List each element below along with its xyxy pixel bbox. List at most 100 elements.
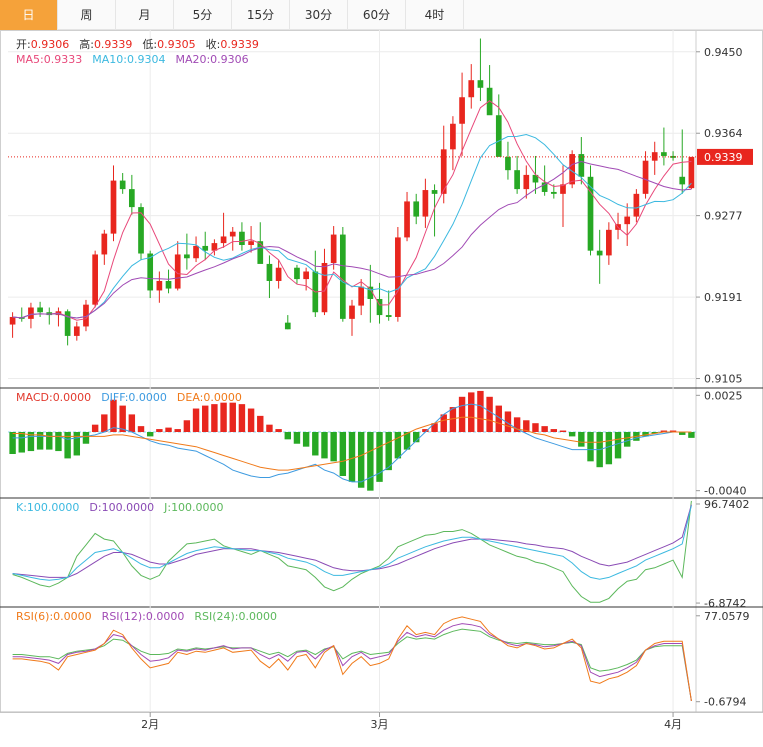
ma-legend-label: MA10:: [92, 53, 127, 66]
tab-period-5[interactable]: 30分: [290, 0, 348, 30]
kdj-legend-value: 100.0000: [102, 501, 155, 514]
ma5-line: [12, 100, 692, 321]
tab-period-1[interactable]: 周: [58, 0, 116, 30]
macd-bar: [202, 405, 209, 432]
candle-body: [248, 241, 254, 245]
macd-bar: [513, 417, 521, 432]
candle-body: [550, 191, 557, 194]
macd-bar: [27, 432, 35, 452]
tab-period-0[interactable]: 日: [0, 0, 58, 30]
macd-bar: [523, 420, 530, 432]
macd-bar: [211, 404, 218, 432]
last-price-label: 0.9339: [704, 151, 743, 164]
rsi-legend-label: RSI(24):: [194, 610, 238, 623]
candle-body: [193, 245, 199, 259]
x-tick-label: 4月: [664, 718, 682, 731]
macd-bar: [431, 423, 438, 432]
macd-bar: [312, 432, 319, 456]
macd-bar: [449, 407, 457, 432]
macd-bar: [669, 430, 677, 432]
macd-bar: [302, 432, 310, 447]
candle-body: [670, 155, 676, 158]
macd-bar: [128, 414, 136, 432]
candle-body: [633, 193, 640, 217]
ohlc-legend-label: 开:: [16, 38, 31, 51]
macd-bar: [688, 432, 695, 438]
tab-period-4[interactable]: 15分: [232, 0, 290, 30]
candle-body: [239, 231, 245, 245]
macd-bar: [486, 396, 493, 432]
candle-body: [184, 254, 190, 259]
macd-y-tick-label: 0.0025: [704, 389, 743, 402]
candle-body: [569, 154, 576, 185]
tab-period-3[interactable]: 5分: [174, 0, 232, 30]
macd-bar: [541, 426, 548, 432]
stock-chart[interactable]: 2月 3月 4月 0.9450 0.9364 0.9277 0.9191 0.9105 0.93…: [0, 30, 763, 747]
rsi-legend-label: RSI(12):: [102, 610, 146, 623]
candle-body: [376, 298, 383, 316]
macd-bar: [339, 432, 347, 476]
candle-body: [560, 184, 566, 194]
macd-bar: [559, 430, 567, 432]
ma-legend-label: MA20:: [175, 53, 210, 66]
rsi-y-tick-label: 77.0579: [704, 610, 750, 623]
candle-body: [284, 322, 291, 330]
price-y-tick-label: 0.9450: [704, 46, 743, 59]
candle-body: [101, 233, 108, 255]
ma-legend-label: MA5:: [16, 53, 44, 66]
candle-body: [92, 254, 98, 305]
macd-legend-label: DIFF:: [101, 391, 128, 404]
candle-body: [321, 262, 328, 313]
ohlc-legend-value: 0.9339: [220, 38, 259, 51]
candle-body: [165, 280, 172, 289]
macd-bar: [18, 432, 25, 453]
candle-body: [587, 176, 594, 251]
candle-body: [229, 231, 236, 237]
ohlc-legend-value: 0.9305: [157, 38, 196, 51]
macd-bar: [642, 432, 649, 437]
macd-bar: [477, 390, 484, 432]
candle-body: [367, 286, 374, 299]
macd-bar: [568, 432, 576, 437]
macd-bar: [293, 432, 301, 444]
macd-bar: [156, 429, 163, 432]
tab-bar-spacer: [464, 0, 763, 29]
candle-body: [596, 250, 603, 256]
macd-bar: [220, 402, 227, 432]
macd-diff-line: [12, 403, 692, 483]
rsi24-line: [12, 628, 692, 701]
candle-body: [440, 149, 447, 194]
candle-body: [138, 207, 144, 254]
macd-bar: [587, 432, 594, 462]
macd-legend-value: 0.0000: [53, 391, 92, 404]
macd-legend-label: MACD:: [16, 391, 53, 404]
macd-bar: [284, 432, 291, 440]
price-y-tick-label: 0.9105: [704, 373, 743, 386]
macd-bar: [458, 396, 466, 432]
candle-body: [486, 87, 493, 116]
tab-period-6[interactable]: 60分: [348, 0, 406, 30]
macd-bar: [348, 432, 356, 482]
kdj-legend-label: D:: [89, 501, 101, 514]
macd-bar: [91, 424, 99, 432]
rsi-legend-label: RSI(6):: [16, 610, 53, 623]
kdj-legend-label: J:: [163, 501, 171, 514]
macd-bar: [357, 432, 365, 488]
macd-bar: [321, 432, 328, 459]
macd-legend-value: 0.0000: [203, 391, 242, 404]
kdj-legend-value: 100.0000: [27, 501, 80, 514]
candle-body: [266, 263, 273, 281]
tab-period-2[interactable]: 月: [116, 0, 174, 30]
macd-bar: [660, 430, 668, 432]
tab-period-7[interactable]: 4时: [406, 0, 464, 30]
ohlc-legend-value: 0.9339: [94, 38, 133, 51]
macd-bar: [247, 408, 255, 432]
ma-legend-value: 0.9306: [210, 53, 249, 66]
price-y-tick-label: 0.9364: [704, 127, 743, 140]
macd-bar: [174, 429, 181, 432]
candle-body: [73, 326, 80, 336]
ohlc-legend-value: 0.9306: [31, 38, 70, 51]
ma-legend-value: 0.9333: [44, 53, 83, 66]
candle-body: [422, 190, 429, 217]
ohlc-legend-label: 高:: [79, 37, 94, 51]
